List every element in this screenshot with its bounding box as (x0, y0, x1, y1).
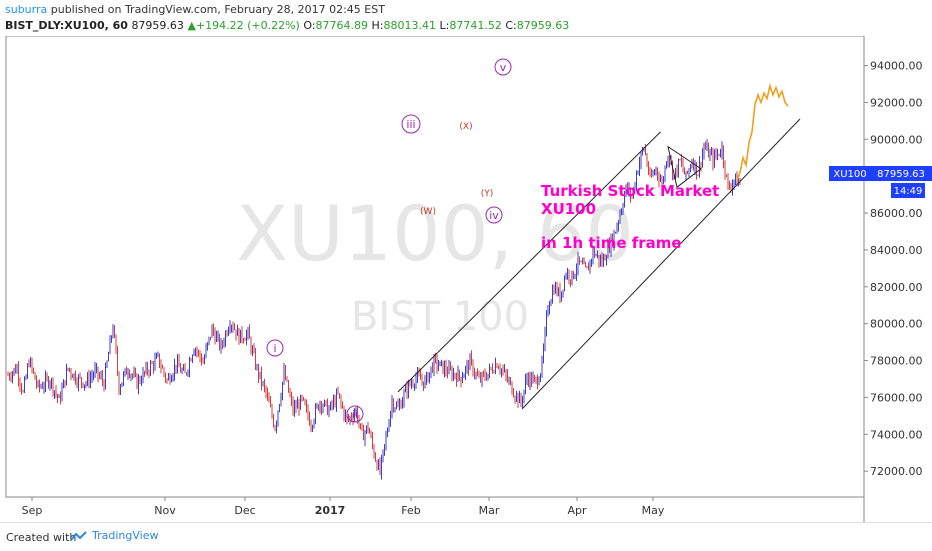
price-tag-value: 87959.63 (877, 169, 925, 180)
price-tag: XU100 87959.63 14:49 (829, 166, 932, 198)
open-value: 87764.89 (315, 19, 369, 32)
close-value: 87959.63 (516, 19, 570, 32)
y-tick-label: 82000.00 (870, 281, 923, 294)
annotation-line-1: Turkish Stock Market (541, 182, 719, 200)
candle-series (7, 139, 741, 480)
annotation-line-3: in 1h time frame (541, 234, 682, 252)
plot-frame (5, 35, 865, 498)
high-label: H: (371, 19, 384, 32)
price-tag-time-box (891, 183, 925, 198)
last-price: 87959.63 (131, 19, 184, 32)
channel-lower-line[interactable] (522, 118, 801, 409)
watermark-exchange: BIST 100 (351, 294, 529, 340)
price-tag-time: 14:49 (894, 186, 923, 197)
y-tick-label: 84000.00 (870, 244, 923, 257)
price-axis[interactable]: 72000.00 74000.00 76000.00 78000.00 80000.00… (864, 60, 923, 479)
x-tick-label: Feb (401, 504, 420, 517)
symbol-ohlc-line: BIST_DLY:XU100, 60 87959.63 ▲+194.22 (+0… (5, 19, 569, 32)
y-tick-label: 86000.00 (870, 207, 923, 220)
wave-labels: i ii iii iv v (W) (X) (Y) (266, 58, 512, 423)
chart-area[interactable]: XU100, 60 BIST 100 i ii iii iv v (W) (X)… (0, 35, 932, 522)
y-tick-label: 90000.00 (870, 133, 923, 146)
low-label: L: (439, 19, 450, 32)
up-arrow-icon: ▲ (187, 19, 196, 32)
high-value: 88013.41 (383, 19, 437, 32)
wave-ii-label: ii (352, 408, 358, 421)
x-tick-label: Mar (479, 504, 500, 517)
channel-upper-line[interactable] (397, 131, 661, 393)
publish-info: suburra published on TradingView.com, Fe… (5, 3, 385, 16)
price-chart[interactable]: XU100, 60 BIST 100 i ii iii iv v (W) (X)… (0, 35, 932, 522)
x-tick-label: Nov (154, 504, 176, 517)
price-tag-symbol-box (829, 166, 871, 181)
time-axis[interactable]: Sep Nov Dec 2017 Feb Mar Apr May (22, 497, 665, 517)
annotation-line-2: XU100 (541, 200, 596, 218)
open-label: O: (303, 19, 316, 32)
x-tick-label: Dec (234, 504, 255, 517)
price-tag-value-box (871, 166, 932, 181)
low-value: 87741.52 (449, 19, 502, 32)
wave-iii-circle (401, 114, 421, 134)
price-tag-symbol: XU100 (833, 169, 866, 180)
wave-i-label: i (273, 342, 276, 355)
wave-ii-circle (346, 405, 364, 423)
x-tick-label: Apr (567, 504, 587, 517)
footer-bar: Created with TradingView (0, 522, 932, 551)
tradingview-brand[interactable]: TradingView (70, 529, 158, 542)
wave-iv-label: iv (489, 209, 499, 222)
watermark-symbol: XU100, 60 (236, 189, 634, 278)
wave-y-label: (Y) (481, 189, 494, 199)
change-value: +194.22 (+0.22%) (195, 19, 300, 32)
y-tick-label: 74000.00 (870, 428, 923, 441)
wave-v-circle (494, 58, 512, 76)
y-tick-label: 76000.00 (870, 391, 923, 404)
wave-iii-label: iii (406, 118, 415, 131)
author-link[interactable]: suburra (5, 3, 48, 16)
y-tick-label: 94000.00 (870, 60, 923, 73)
symbol-label[interactable]: BIST_DLY:XU100, 60 (5, 19, 128, 32)
wave-v-label: v (500, 61, 507, 74)
wave-i-circle (266, 339, 284, 357)
x-tick-label: May (642, 504, 665, 517)
tradingview-logo-icon (70, 530, 87, 541)
y-tick-label: 80000.00 (870, 318, 923, 331)
wave-iv-circle (485, 206, 503, 224)
wave-x-label: (X) (459, 122, 472, 132)
triangle-pattern[interactable] (667, 145, 702, 189)
y-tick-label: 92000.00 (870, 96, 923, 109)
published-text: published on TradingView.com, February 2… (50, 3, 385, 16)
y-tick-label: 72000.00 (870, 465, 923, 478)
projection-path (736, 82, 789, 181)
chart-header: suburra published on TradingView.com, Fe… (0, 0, 932, 34)
y-tick-label: 78000.00 (870, 355, 923, 368)
annotation-text: Turkish Stock Market XU100 in 1h time fr… (541, 182, 719, 252)
close-label: C: (505, 19, 517, 32)
x-tick-label: Sep (22, 504, 43, 517)
created-with-text: Created with (6, 531, 77, 544)
x-tick-label: 2017 (315, 504, 346, 517)
brand-name: TradingView (92, 529, 159, 542)
wave-w-label: (W) (420, 207, 436, 217)
